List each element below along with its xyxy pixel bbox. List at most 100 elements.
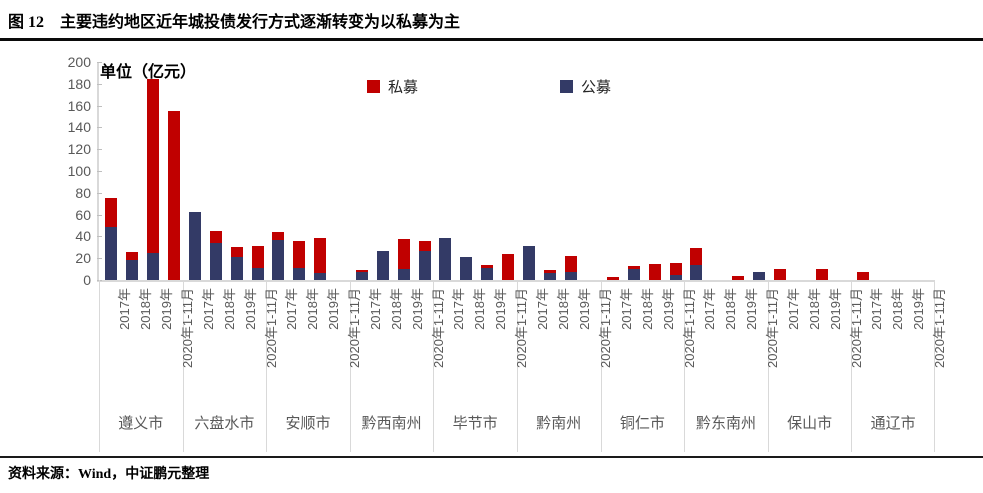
x-axis-period-label: 2017年	[535, 288, 550, 330]
bar-segment-private	[857, 272, 870, 280]
bar-segment-private	[544, 270, 556, 274]
bar-segment-public	[669, 274, 682, 280]
x-axis-group-separator	[266, 280, 268, 452]
bar-segment-private	[418, 240, 431, 251]
bar-segment-public	[690, 264, 703, 280]
x-axis-period-label: 2018年	[556, 288, 571, 330]
x-axis-period-label: 2018年	[806, 288, 822, 330]
figure-title: 图 12 主要违约地区近年城投债发行方式逐渐转变为以私募为主	[8, 14, 461, 31]
x-axis-period-label: 2020年1-11月	[848, 288, 864, 368]
y-axis-tick-mark	[97, 105, 102, 107]
x-axis-city-label: 六盘水市	[194, 415, 255, 432]
x-axis-group-separator	[433, 280, 435, 452]
bar-segment-public	[481, 268, 494, 280]
x-axis-city-label: 通辽市	[870, 415, 916, 432]
bar-segment-public	[439, 237, 452, 280]
bar-segment-private	[105, 198, 117, 227]
y-axis-tick-mark	[97, 127, 102, 129]
x-axis-period-label: 2020年1-11月	[263, 288, 279, 368]
x-axis-group-separator	[600, 280, 602, 452]
x-axis-period-label: 2017年	[117, 288, 132, 330]
y-axis-tick-label: 20	[75, 250, 91, 267]
x-axis-period-label: 2020年1-11月	[347, 288, 363, 368]
x-axis-city-label: 铜仁市	[619, 415, 665, 432]
y-axis-tick-label: 200	[67, 54, 91, 70]
plot-area: 0 20 40 60 80 100 120 140 160 180 200 2017年 2018年 201…	[68, 55, 947, 452]
legend-item-public: 公募	[560, 78, 611, 96]
y-axis-tick-label: 80	[75, 184, 91, 201]
x-axis-group-separator	[934, 280, 935, 452]
x-axis-period-label: 2019年	[159, 288, 174, 330]
title-divider	[0, 38, 983, 41]
bar-segment-private	[314, 237, 327, 274]
x-axis-group-separator	[349, 280, 351, 452]
bar-segment-private	[397, 238, 410, 270]
x-axis-group-separator	[99, 280, 100, 452]
x-axis-city-label: 遵义市	[118, 415, 164, 432]
x-axis-period-label: 2017年	[451, 288, 467, 330]
bar-segment-private	[669, 262, 682, 275]
x-axis-period-label: 2020年1-11月	[932, 288, 948, 368]
bar-segment-public	[293, 268, 306, 280]
bar-segment-public	[376, 250, 389, 280]
x-axis-period-label: 2017年	[367, 288, 383, 330]
x-axis-group-separator	[182, 280, 184, 452]
bar-segment-public	[272, 239, 285, 280]
bar-segment-public	[460, 257, 473, 280]
x-axis-period-label: 2017年	[284, 288, 300, 330]
y-axis-tick-mark	[97, 149, 102, 151]
bar-segment-public	[753, 272, 766, 280]
bar-segment-public	[314, 273, 327, 280]
bar-segment-private	[732, 275, 745, 280]
x-axis-period-label: 2020年1-11月	[598, 288, 613, 368]
bar-segment-public	[355, 272, 368, 280]
bar-segment-private	[690, 248, 703, 265]
bar-segment-public	[126, 260, 138, 280]
bar-segment-public	[251, 268, 264, 280]
y-axis-tick-label: 60	[75, 206, 91, 223]
bar-segment-public	[565, 272, 577, 280]
x-axis-period-label: 2018年	[723, 288, 739, 330]
bar-segment-private	[272, 232, 285, 240]
legend-swatch-icon	[367, 79, 380, 93]
y-axis-tick-mark	[97, 171, 102, 172]
x-axis-period-label: 2019年	[409, 288, 425, 330]
x-axis-period-label: 2017年	[618, 288, 634, 330]
y-axis-tick-mark	[97, 214, 102, 216]
x-axis-period-label: 2019年	[493, 288, 509, 330]
x-axis-period-label: 2020年1-11月	[514, 288, 530, 368]
x-axis-city-label: 安顺市	[285, 415, 331, 432]
bar-segment-private	[209, 230, 222, 243]
legend-item-private: 私募	[367, 78, 418, 96]
y-axis-tick-label: 100	[67, 163, 91, 179]
legend-swatch-icon	[560, 79, 573, 93]
x-axis-group-separator	[851, 280, 853, 452]
y-axis-tick-label: 140	[67, 119, 91, 136]
bar-segment-private	[502, 253, 515, 280]
bar-segment-public	[147, 252, 159, 280]
x-axis-period-label: 2018年	[472, 288, 488, 330]
y-axis-tick-label: 40	[75, 228, 91, 245]
y-axis-tick-label: 0	[83, 272, 91, 288]
bar-segment-private	[251, 246, 264, 269]
x-axis-city-label: 黔东南州	[695, 415, 756, 432]
bar-segment-public	[230, 257, 243, 280]
x-axis-period-label: 2018年	[305, 288, 321, 330]
x-axis-period-label: 2018年	[221, 288, 237, 330]
bar-segment-private	[293, 240, 306, 269]
x-axis-city-label: 保山市	[787, 415, 833, 432]
bar-segment-private	[565, 256, 577, 273]
x-axis-period-label: 2018年	[138, 288, 153, 330]
source-divider	[0, 456, 983, 458]
bar-segment-public	[418, 250, 431, 280]
bar-segment-public	[627, 269, 640, 280]
bar-segment-private	[606, 276, 619, 280]
y-axis-tick-label: 120	[67, 141, 91, 158]
x-axis-period-label: 2017年	[785, 288, 801, 330]
bar-segment-private	[481, 264, 494, 269]
bar-segment-public	[209, 242, 222, 280]
bar-segment-private	[815, 269, 828, 280]
bar-segment-private	[126, 251, 138, 261]
x-axis-period-label: 2020年1-11月	[765, 288, 781, 368]
x-axis-period-label: 2020年1-11月	[180, 288, 195, 368]
